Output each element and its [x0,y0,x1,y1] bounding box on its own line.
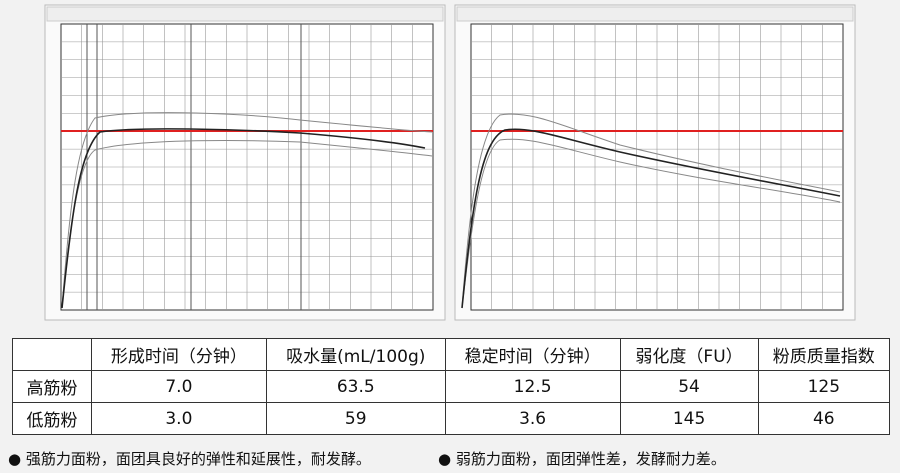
note: ● 弱筋力面粉，面团弹性差，发酵耐力差。 [438,450,726,468]
cell: 3.6 [444,402,621,435]
header-cell: 稳定时间（分钟） [444,338,621,371]
title-bar [456,6,854,22]
charts [44,4,856,321]
row: 高筋粉 7.0 63.5 12.5 54 125 [12,370,891,403]
farinograph-strong [44,4,446,321]
corner-cell [12,338,92,371]
header-row: 形成时间（分钟） 吸水量(mL/100g) 稳定时间（分钟） 弱化度（FU） 粉… [12,338,891,371]
curve [61,112,433,309]
cell: 3.0 [91,402,267,435]
row-label: 高筋粉 [12,370,92,403]
cell: 125 [757,370,891,403]
header-cell: 弱化度（FU） [619,338,759,371]
header-cell: 形成时间（分钟） [91,338,267,371]
cell: 145 [619,402,759,435]
header-cell: 吸水量(mL/100g) [265,338,446,371]
quality-table: 形成时间（分钟） 吸水量(mL/100g) 稳定时间（分钟） 弱化度（FU） 粉… [12,338,891,435]
farinograph-weak [454,4,856,321]
cell: 7.0 [91,370,267,403]
header-cell: 粉质质量指数 [757,338,891,371]
curve [461,128,841,309]
cell: 46 [757,402,891,435]
cell: 54 [619,370,759,403]
curve [461,113,841,309]
note: ● 强筋力面粉，面团具良好的弹性和延展性，耐发酵。 [8,450,371,468]
cell: 59 [265,402,446,435]
curve [461,138,841,309]
curve [61,128,426,309]
cell: 63.5 [265,370,446,403]
cell: 12.5 [444,370,621,403]
title-bar [46,6,444,22]
row-label: 低筋粉 [12,402,92,435]
row: 低筋粉 3.0 59 3.6 145 46 [12,402,891,435]
